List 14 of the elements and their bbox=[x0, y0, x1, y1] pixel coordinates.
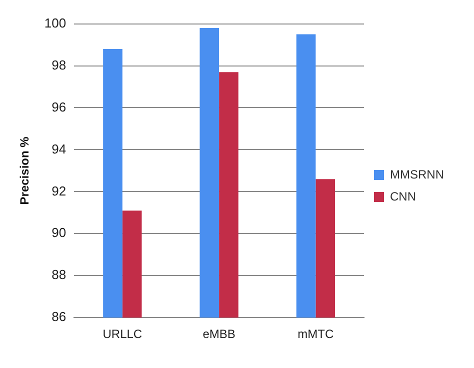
y-tick-label: 88 bbox=[52, 267, 66, 282]
y-tick-label: 94 bbox=[52, 141, 66, 156]
legend-label: MMSRNN bbox=[390, 167, 444, 182]
x-tick-label: eMBB bbox=[202, 327, 236, 342]
legend-label: CNN bbox=[390, 189, 416, 204]
y-tick-label: 90 bbox=[52, 225, 66, 240]
y-tick-label: 98 bbox=[52, 57, 66, 72]
y-tick-label: 100 bbox=[44, 15, 66, 30]
x-tick-label: mMTC bbox=[298, 327, 334, 342]
y-tick-label: 92 bbox=[52, 183, 66, 198]
x-tick-label: URLLC bbox=[102, 327, 142, 342]
y-tick-label: 86 bbox=[52, 309, 66, 324]
y-axis-title: Precision % bbox=[18, 136, 32, 205]
y-tick-label: 96 bbox=[52, 99, 66, 114]
